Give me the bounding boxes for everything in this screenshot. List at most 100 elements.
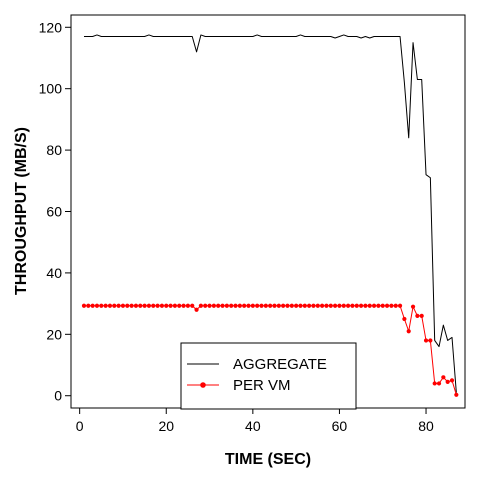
data-point-per-vm (402, 316, 407, 322)
x-tick-label: 20 (158, 418, 174, 434)
data-point-per-vm (350, 303, 355, 308)
data-point-per-vm (198, 303, 203, 308)
data-point-per-vm (190, 303, 195, 308)
series-layer (81, 34, 459, 397)
data-point-per-vm (164, 303, 169, 308)
data-point-per-vm (345, 303, 351, 308)
data-point-per-vm (410, 304, 416, 309)
data-point-per-vm (90, 303, 95, 308)
series-line-aggregate (83, 34, 457, 393)
data-point-per-vm (298, 303, 303, 308)
data-point-per-vm (320, 303, 325, 308)
data-point-per-vm (125, 303, 130, 308)
data-point-per-vm (289, 303, 294, 308)
data-point-per-vm (423, 338, 429, 343)
data-point-per-vm (419, 313, 424, 318)
data-point-per-vm (207, 303, 212, 308)
data-point-per-vm (393, 303, 398, 308)
data-point-per-vm (384, 303, 390, 308)
data-point-per-vm (436, 381, 442, 386)
data-point-per-vm (120, 303, 126, 308)
data-point-per-vm (259, 303, 264, 308)
data-point-per-vm (380, 303, 385, 308)
x-axis: 0 20 40 60 80 (76, 408, 434, 434)
data-point-per-vm (428, 338, 433, 343)
data-point-per-vm (107, 303, 113, 308)
x-tick-label: 40 (245, 418, 261, 434)
data-point-per-vm (415, 313, 420, 318)
data-point-per-vm (86, 303, 91, 308)
data-point-per-vm (341, 303, 346, 308)
data-point-per-vm (242, 303, 247, 308)
data-point-per-vm (371, 303, 377, 308)
data-point-per-vm (185, 303, 191, 308)
data-point-per-vm (337, 303, 342, 308)
data-point-per-vm (233, 303, 238, 308)
data-point-per-vm (159, 303, 165, 308)
data-point-per-vm (268, 303, 273, 308)
data-point-per-vm (302, 303, 307, 308)
y-tick-label: 60 (46, 204, 62, 220)
data-point-per-vm (246, 303, 251, 308)
data-point-per-vm (177, 303, 182, 308)
data-point-per-vm (81, 303, 87, 308)
data-point-per-vm (94, 303, 100, 308)
data-point-per-vm (281, 303, 286, 308)
data-point-per-vm (389, 303, 394, 308)
data-point-per-vm (155, 303, 160, 308)
data-point-per-vm (194, 307, 199, 312)
data-point-per-vm (263, 303, 268, 308)
data-point-per-vm (354, 303, 359, 308)
x-tick-label: 0 (76, 418, 84, 434)
data-point-per-vm (285, 303, 290, 308)
data-point-per-vm (432, 381, 437, 386)
data-point-per-vm (112, 303, 117, 308)
data-point-per-vm (324, 303, 329, 308)
legend-box (180, 342, 357, 410)
y-tick-label: 40 (46, 265, 62, 281)
data-point-per-vm (138, 303, 143, 308)
data-point-per-vm (367, 303, 372, 308)
data-point-per-vm (449, 378, 455, 383)
data-point-per-vm (328, 303, 333, 308)
data-point-per-vm (441, 375, 446, 380)
data-point-per-vm (146, 303, 152, 308)
y-tick-label: 20 (46, 326, 62, 342)
x-axis-title: TIME (SEC) (225, 451, 311, 468)
data-point-per-vm (358, 303, 364, 308)
data-point-per-vm (397, 303, 403, 308)
data-point-per-vm (220, 303, 225, 308)
data-point-per-vm (445, 379, 450, 385)
data-point-per-vm (255, 303, 260, 308)
data-point-per-vm (103, 303, 108, 308)
data-point-per-vm (276, 303, 281, 308)
data-point-per-vm (376, 303, 381, 308)
x-tick-label: 80 (418, 418, 434, 434)
data-point-per-vm (142, 303, 147, 308)
data-point-per-vm (333, 303, 338, 308)
data-point-per-vm (294, 303, 299, 308)
legend-aggregate-label: AGGREGATE (233, 356, 327, 373)
data-point-per-vm (151, 303, 156, 308)
data-point-per-vm (133, 303, 139, 308)
y-tick-label: 120 (39, 19, 63, 35)
data-point-per-vm (311, 303, 316, 308)
data-point-per-vm (216, 303, 221, 308)
y-axis: 0 20 40 60 80 100 120 (39, 19, 71, 404)
data-point-per-vm (203, 303, 208, 308)
legend-per-vm-label: PER VM (233, 377, 291, 394)
y-tick-label: 80 (46, 142, 62, 158)
legend: AGGREGATE PER VM (180, 342, 357, 410)
x-tick-label: 60 (332, 418, 348, 434)
data-point-per-vm (307, 303, 312, 308)
data-point-per-vm (406, 329, 411, 334)
data-point-per-vm (454, 392, 459, 397)
data-point-per-vm (237, 303, 242, 308)
data-point-per-vm (99, 303, 104, 308)
data-point-per-vm (315, 303, 320, 308)
data-point-per-vm (172, 303, 178, 308)
data-point-per-vm (129, 303, 134, 308)
y-tick-label: 100 (39, 81, 63, 97)
data-point-per-vm (116, 303, 121, 308)
